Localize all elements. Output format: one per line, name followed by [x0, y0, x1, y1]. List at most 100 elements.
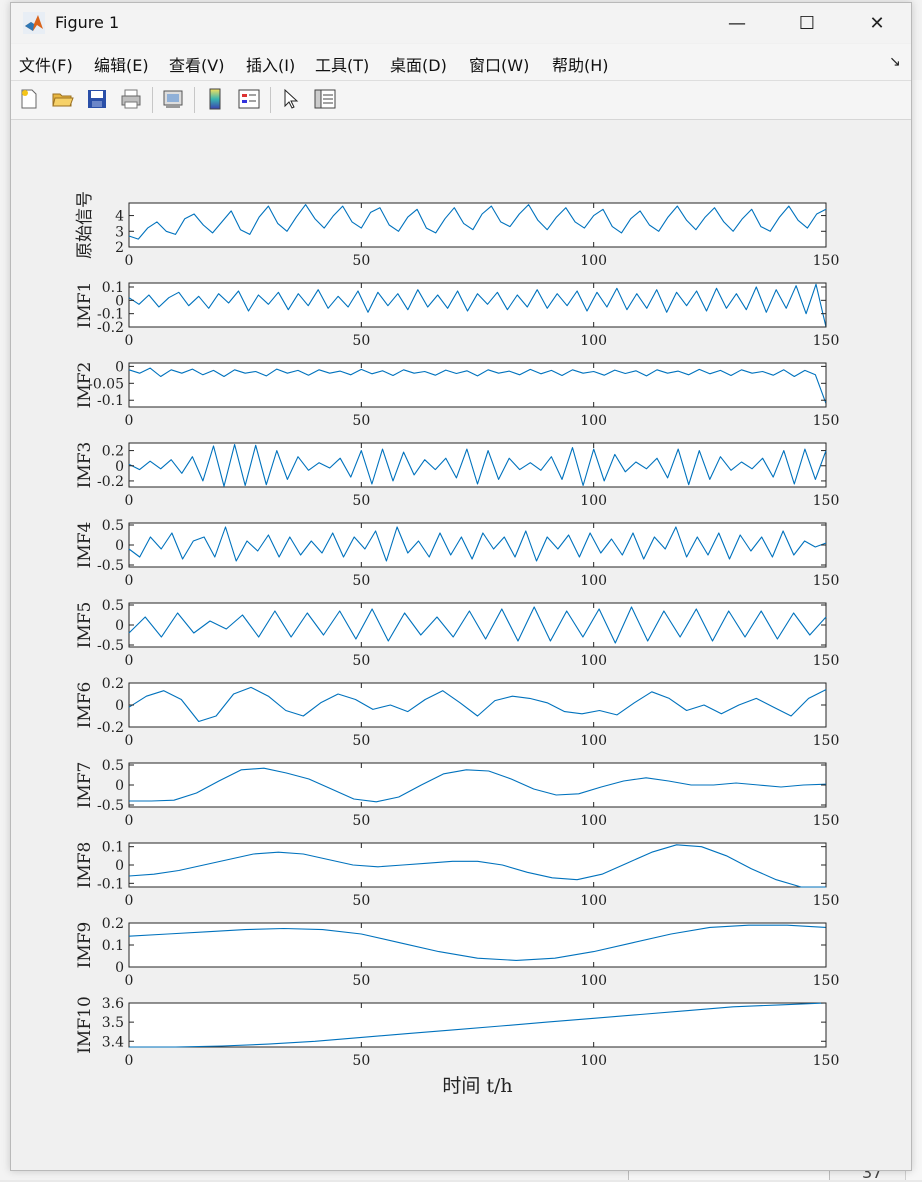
x-tick-label: 50 [352, 733, 370, 749]
x-tick-label: 100 [580, 333, 607, 349]
series-line [128, 367, 827, 404]
x-tick-label: 50 [352, 413, 370, 429]
x-tick-label: 0 [125, 253, 134, 269]
close-icon: ✕ [869, 12, 885, 34]
x-tick-label: 50 [352, 253, 370, 269]
series-line [129, 767, 827, 803]
x-tick-label: 0 [125, 893, 134, 909]
y-axis-label: IMF2 [75, 362, 95, 409]
x-tick-label: 150 [813, 253, 840, 269]
toolbar [11, 81, 911, 120]
x-tick-label: 0 [125, 813, 134, 829]
axes-box[interactable] [128, 922, 827, 968]
x-tick-label: 50 [352, 813, 370, 829]
print-icon[interactable] [119, 87, 143, 111]
x-tick-label: 150 [813, 653, 840, 669]
x-tick-label: 0 [125, 573, 134, 589]
y-tick-label: -0.5 [97, 558, 124, 574]
y-tick-label: 0 [115, 960, 124, 976]
series-line [128, 924, 827, 961]
x-tick-label: 100 [580, 253, 607, 269]
new-figure-icon[interactable] [17, 87, 41, 111]
axes-box[interactable] [128, 682, 827, 728]
x-tick-label: 150 [813, 413, 840, 429]
title-bar[interactable]: Figure 1 — ☐ ✕ [11, 3, 911, 43]
close-button[interactable]: ✕ [851, 3, 903, 43]
toolbar-separator [270, 87, 271, 113]
undock-arrow-icon[interactable]: ↘ [889, 54, 901, 70]
figure-canvas: 0 50 100 150 2 3 4 原始信号 0 50 100 150 0.1 0 -0.1 -0.2 IMF… [11, 120, 911, 1170]
axes-box[interactable] [128, 842, 827, 888]
menu-view[interactable]: 查看(V) [169, 56, 225, 75]
y-tick-label: 3.5 [102, 1015, 124, 1031]
save-icon[interactable] [85, 87, 109, 111]
y-tick-label: 0 [115, 858, 124, 874]
y-tick-label: -0.05 [88, 376, 124, 392]
x-tick-label: 0 [125, 493, 134, 509]
x-tick-label: 100 [580, 1053, 607, 1069]
menu-tools[interactable]: 工具(T) [315, 56, 370, 75]
x-tick-label: 100 [580, 653, 607, 669]
x-tick-label: 150 [813, 733, 840, 749]
x-tick-label: 50 [352, 333, 370, 349]
y-tick-label: 3.4 [102, 1034, 124, 1050]
axes-box[interactable] [128, 362, 827, 408]
menu-desktop[interactable]: 桌面(D) [390, 56, 447, 75]
legend-icon[interactable] [237, 87, 261, 111]
y-tick-label: 2 [115, 240, 124, 256]
series-line [128, 606, 827, 644]
series-line [128, 844, 826, 888]
y-tick-label: 0.1 [102, 840, 124, 856]
x-tick-label: 100 [580, 973, 607, 989]
property-editor-icon[interactable] [313, 87, 337, 111]
y-tick-label: -0.2 [97, 720, 124, 736]
x-tick-label: 0 [125, 413, 134, 429]
matlab-logo-icon [23, 12, 45, 34]
axes-box[interactable] [128, 282, 827, 328]
y-tick-label: 0.2 [102, 916, 124, 932]
x-tick-label: 150 [813, 893, 840, 909]
menu-help[interactable]: 帮助(H) [552, 56, 609, 75]
menu-edit[interactable]: 编辑(E) [94, 56, 149, 75]
x-tick-label: 100 [580, 893, 607, 909]
axes-box[interactable] [128, 202, 827, 248]
x-tick-label: 150 [813, 973, 840, 989]
menu-file[interactable]: 文件(F) [19, 56, 73, 75]
pointer-icon[interactable] [279, 87, 303, 111]
figure-window: Figure 1 — ☐ ✕ 文件(F) 编辑(E) 查看(V) 插入(I) 工… [10, 2, 912, 1171]
y-tick-label: 0 [115, 359, 124, 375]
y-axis-label: IMF3 [75, 442, 95, 489]
colorbar-icon[interactable] [203, 87, 227, 111]
x-tick-label: 0 [125, 653, 134, 669]
y-tick-label: -0.5 [97, 798, 124, 814]
y-axis-label: IMF7 [75, 762, 95, 809]
y-tick-label: 0 [115, 618, 124, 634]
minimize-button[interactable]: — [711, 3, 763, 43]
y-axis-label: IMF9 [75, 922, 95, 969]
y-axis-label: IMF5 [75, 602, 95, 649]
axes-box[interactable] [128, 1002, 827, 1048]
minimize-icon: — [728, 12, 746, 34]
x-tick-label: 50 [352, 573, 370, 589]
maximize-button[interactable]: ☐ [781, 3, 833, 43]
y-axis-label: 原始信号 [75, 191, 95, 259]
x-tick-label: 150 [813, 333, 840, 349]
y-tick-label: 0 [115, 538, 124, 554]
y-tick-label: 0 [115, 293, 124, 309]
x-tick-label: 100 [580, 413, 607, 429]
y-tick-label: 0 [115, 698, 124, 714]
y-tick-label: 0.5 [102, 758, 124, 774]
axes-box[interactable] [128, 762, 827, 808]
menu-insert[interactable]: 插入(I) [246, 56, 296, 75]
x-tick-label: 50 [352, 893, 370, 909]
print-preview-icon[interactable] [161, 87, 185, 111]
y-tick-label: 0.5 [102, 518, 124, 534]
x-tick-label: 0 [125, 333, 134, 349]
maximize-icon: ☐ [798, 12, 816, 34]
y-axis-label: IMF8 [75, 842, 95, 889]
open-file-icon[interactable] [51, 87, 75, 111]
x-tick-label: 50 [352, 493, 370, 509]
menu-window[interactable]: 窗口(W) [469, 56, 530, 75]
y-tick-label: 4 [115, 209, 124, 225]
